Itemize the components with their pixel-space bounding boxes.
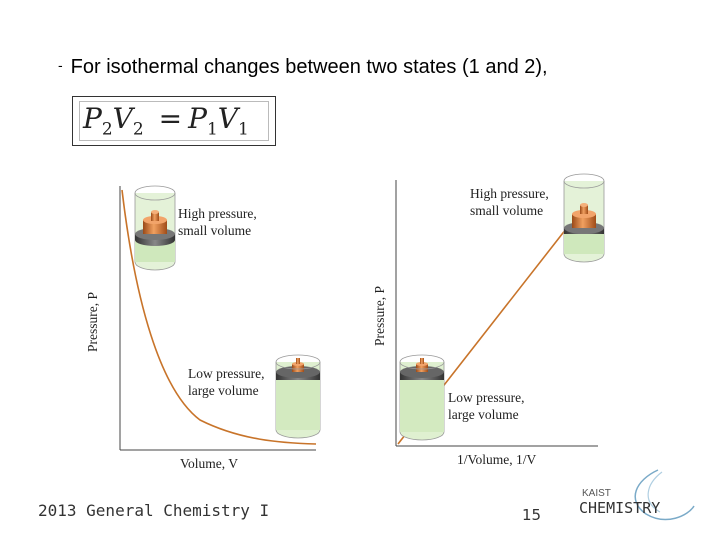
eq-v2: V — [112, 102, 133, 135]
left-low-label-2: large volume — [188, 383, 259, 398]
boyle-equation-box: P2V2 = P1V1 — [72, 96, 276, 146]
bullet-text: - For isothermal changes between two stat… — [58, 56, 548, 79]
course-footer: 2013 General Chemistry I — [38, 501, 270, 520]
logo-kaist: KAIST — [582, 488, 611, 499]
left-high-label-1: High pressure, — [178, 206, 257, 221]
eq-v2-sub: 2 — [132, 119, 144, 140]
eq-p2-sub: 2 — [101, 119, 113, 140]
low-pressure-cylinder-left — [275, 354, 321, 439]
logo-chemistry: CHEMISTRY — [579, 499, 660, 517]
bullet-sentence: For isothermal changes between two state… — [70, 56, 548, 78]
eq-v1-sub: 1 — [238, 119, 249, 140]
high-pressure-cylinder-right — [563, 173, 605, 263]
kaist-chemistry-logo: KAIST CHEMISTRY — [579, 469, 695, 521]
eq-p1: P — [188, 102, 207, 135]
high-pressure-cylinder-left — [134, 185, 176, 271]
right-low-label-1: Low pressure, — [448, 390, 524, 405]
eq-p1-sub: 1 — [206, 119, 218, 140]
right-y-label: Pressure, P — [372, 286, 387, 346]
equation-inner-frame — [79, 101, 269, 141]
right-x-label: 1/Volume, 1/V — [457, 452, 537, 467]
left-y-label: Pressure, P — [85, 292, 100, 352]
left-x-label: Volume, V — [180, 456, 238, 471]
right-high-label-2: small volume — [470, 203, 543, 218]
eq-v1: V — [217, 102, 239, 135]
right-low-label-2: large volume — [448, 407, 519, 422]
hyperbola-curve — [121, 189, 317, 445]
boyle-equation: P2V2 = P1V1 — [83, 102, 249, 140]
low-pressure-cylinder-right — [399, 354, 445, 441]
bullet-dash: - — [58, 57, 63, 73]
right-plot: Pressure, P 1/Volume, 1/V High pressure,… — [372, 173, 605, 467]
eq-p2: P — [83, 102, 102, 135]
left-low-label-1: Low pressure, — [188, 366, 264, 381]
left-plot: Pressure, P Volume, V High pressure, sma… — [85, 185, 321, 471]
eq-equals: = — [158, 102, 183, 135]
left-high-label-2: small volume — [178, 223, 251, 238]
logo-swirl-icon — [634, 469, 695, 521]
right-high-label-1: High pressure, — [470, 186, 549, 201]
page-number: 15 — [522, 506, 542, 524]
